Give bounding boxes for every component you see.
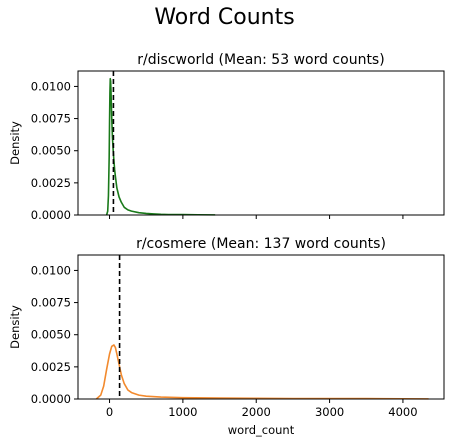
y-tick-label: 0.0000 — [31, 392, 71, 406]
y-tick-label: 0.0100 — [31, 79, 71, 93]
x-axis-label: word_count — [228, 423, 295, 437]
x-tick-label: 1000 — [168, 405, 197, 419]
x-tick-label: 4000 — [388, 405, 417, 419]
density-line — [95, 344, 429, 400]
y-tick-label: 0.0050 — [31, 144, 71, 158]
x-tick-label: 2000 — [242, 405, 271, 419]
y-axis-label: Density — [8, 305, 22, 349]
y-axis-label: Density — [8, 121, 22, 165]
figure-title: Word Counts — [154, 5, 295, 30]
panel-title: r/cosmere (Mean: 137 word counts) — [136, 236, 386, 252]
panel-1: r/discworld (Mean: 53 word counts) 0.0000… — [8, 52, 445, 222]
axes-frame — [77, 254, 445, 400]
x-tick-label: 3000 — [315, 405, 344, 419]
y-tick-label: 0.0025 — [31, 176, 71, 190]
panel-2: r/cosmere (Mean: 137 word counts) 0 1000 20… — [8, 236, 445, 437]
axes-frame — [77, 70, 445, 216]
y-tick-label: 0.0075 — [31, 112, 71, 126]
x-tick-label: 0 — [106, 405, 113, 419]
y-tick-label: 0.0100 — [31, 263, 71, 277]
panel-title: r/discworld (Mean: 53 word counts) — [137, 52, 384, 68]
density-line — [105, 77, 216, 216]
y-tick-label: 0.0075 — [31, 296, 71, 310]
y-tick-label: 0.0000 — [31, 208, 71, 222]
y-tick-label: 0.0050 — [31, 328, 71, 342]
y-tick-label: 0.0025 — [31, 360, 71, 374]
